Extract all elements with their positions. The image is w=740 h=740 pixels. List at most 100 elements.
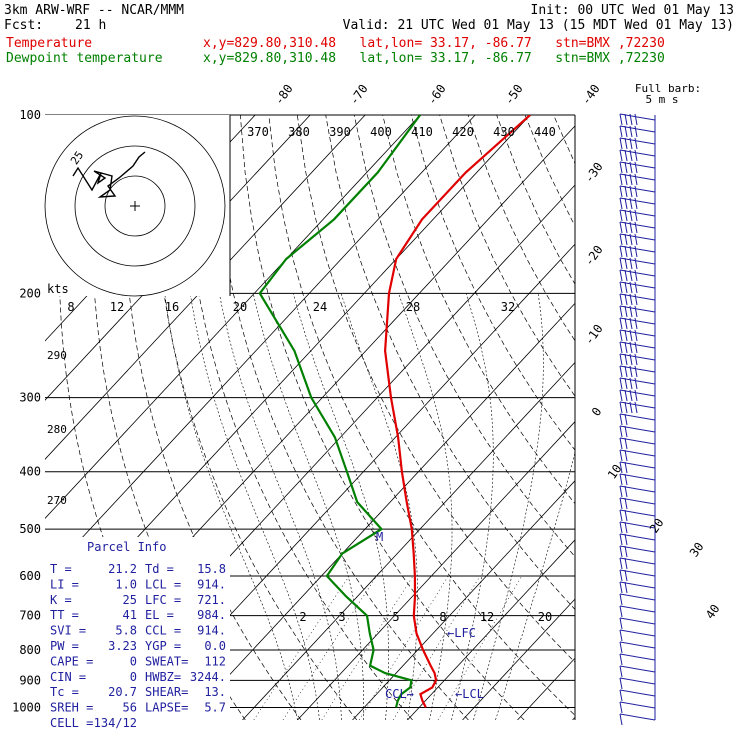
wind-barb	[619, 401, 656, 414]
parcel-field-label: CELL =	[50, 716, 93, 730]
valid-time: Valid: 21 UTC Wed 01 May 13 (15 MDT Wed …	[342, 18, 734, 33]
moist-adiabat	[219, 293, 342, 720]
theta-label: 380	[288, 125, 310, 139]
dewpoint-legend: Dewpoint temperature	[6, 51, 163, 66]
parcel-info-title: Parcel Info	[87, 540, 166, 554]
wind-barb	[619, 245, 656, 258]
parcel-field-label: YGP =	[145, 639, 181, 653]
mixing-ratio-label: 12	[480, 610, 494, 624]
dry-adiabat	[239, 115, 525, 720]
parcel-field-value: 15.8	[197, 562, 226, 576]
wind-barb	[619, 557, 656, 570]
moist-adiabat	[473, 293, 544, 720]
isotherm-line	[297, 421, 575, 720]
parcel-field-value: 56	[123, 701, 137, 715]
parcel-field-label: LI =	[50, 577, 79, 591]
theta-label: 410	[411, 125, 433, 139]
wind-barb	[619, 581, 656, 594]
wind-barb	[619, 545, 656, 558]
parcel-field-value: 0.0	[204, 639, 226, 653]
dewpoint-profile	[258, 115, 421, 708]
forecast-label: Fcst:	[4, 18, 44, 33]
wind-barbs	[619, 113, 656, 726]
pressure-tick: 100	[19, 108, 41, 122]
wind-barb	[619, 281, 656, 294]
parcel-field-value: 21.2	[108, 562, 137, 576]
wind-barb	[619, 377, 656, 390]
dry-adiabat	[639, 115, 740, 720]
model-title: 3km ARW-WRF -- NCAR/MMM	[4, 3, 185, 18]
mixing-ratio-line	[282, 575, 377, 720]
wind-barb	[619, 365, 656, 378]
wind-barb	[619, 221, 656, 234]
init-time: Init: 00 UTC Wed 01 May 13	[530, 3, 735, 18]
wind-barb	[619, 593, 656, 606]
forecast-hours: 21 h	[75, 18, 107, 33]
pressure-tick: 1000	[12, 700, 41, 714]
hodograph-speed-label: 24	[313, 300, 327, 314]
isotherm-line	[45, 115, 476, 579]
parcel-field-label: LAPSE=	[145, 701, 188, 715]
moist-adiabat	[340, 293, 418, 720]
wind-barb	[619, 113, 656, 126]
pressure-tick: 800	[19, 643, 41, 657]
wind-barb	[619, 701, 656, 714]
isotherm-label: 0	[589, 405, 605, 419]
parcel-field-value: 41	[123, 608, 137, 622]
parcel-field-value: 1.0	[115, 577, 137, 591]
wind-barb	[619, 197, 656, 210]
isotherm-label: 40	[703, 602, 723, 622]
wind-barb	[619, 617, 656, 630]
wind-barb	[619, 293, 656, 306]
dry-adiabat	[439, 115, 575, 397]
hodograph-ring-label: 25	[68, 149, 86, 167]
moist-adiabat	[252, 293, 364, 720]
dewpoint-location: x,y=829.80,310.48 lat,lon= 33.17, -86.77…	[203, 51, 665, 66]
dry-adiabat	[724, 115, 740, 720]
profiles	[258, 115, 531, 708]
wind-barb	[619, 329, 656, 342]
hodograph-speed-label: 32	[501, 300, 515, 314]
parcel-field-label: CIN =	[50, 670, 86, 684]
isotherm-line	[45, 115, 366, 460]
theta-label: 420	[452, 125, 474, 139]
mixing-ratio-lines	[253, 575, 523, 720]
parcel-field-value: 134/12	[94, 716, 137, 730]
parcel-field-value: 0	[130, 654, 137, 668]
isotherm-line	[352, 480, 575, 720]
moist-adiabat	[292, 293, 389, 720]
wind-barb	[619, 461, 656, 474]
wind-barb	[619, 521, 656, 534]
dry-adiabat	[496, 115, 575, 285]
hodograph: 25 kts	[44, 115, 231, 297]
wind-barb	[619, 185, 656, 198]
parcel-field-label: HWBZ=	[145, 670, 181, 684]
wind-barb	[619, 305, 656, 318]
wind-barb	[619, 665, 656, 678]
wind-barb	[619, 509, 656, 522]
mixing-ratio-label: 20	[538, 610, 552, 624]
isotherm-label: 10	[605, 462, 625, 482]
parcel-field-label: LCL =	[145, 577, 181, 591]
isotherm-label: -80	[272, 82, 296, 108]
parcel-panel-background	[45, 537, 230, 720]
el-marker: M	[376, 530, 383, 544]
parcel-field-label: TT =	[50, 608, 79, 622]
isotherm-label: -10	[582, 322, 606, 348]
dry-adiabat	[667, 115, 740, 720]
isotherm-label: -60	[425, 82, 449, 108]
parcel-field-label: CCL =	[145, 624, 181, 638]
parcel-field-label: Tc =	[50, 685, 79, 699]
mixing-ratio-label: 3	[338, 610, 345, 624]
mixing-ratio-label: 5	[392, 610, 399, 624]
wind-barb	[619, 569, 656, 582]
mixing-ratio-line	[253, 575, 350, 720]
ccl-marker: CCL→	[385, 687, 414, 701]
temperature-legend: Temperature	[6, 36, 93, 51]
dry-adiabat	[524, 115, 575, 227]
parcel-field-value: 20.7	[108, 685, 137, 699]
hodograph-trace	[72, 151, 146, 198]
parcel-field-label: SREH =	[50, 701, 93, 715]
parcel-field-label: LFC =	[145, 593, 181, 607]
